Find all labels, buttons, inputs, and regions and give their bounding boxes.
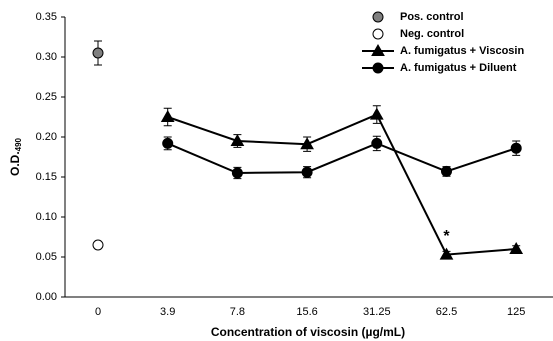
legend-label: Neg. control — [400, 28, 464, 40]
y-tick-label: 0.15 — [36, 171, 57, 183]
x-tick-label: 7.8 — [230, 306, 245, 318]
series-line — [167, 113, 517, 256]
y-tick-label: 0.05 — [36, 251, 57, 263]
x-tick-label: 0 — [95, 306, 101, 318]
data-point — [439, 247, 454, 260]
legend-label: A. fumigatus + Diluent — [400, 62, 517, 74]
data-point — [369, 107, 384, 120]
y-axis-label-main: O.D. — [8, 151, 22, 176]
y-tick-label: 0.30 — [36, 51, 57, 63]
y-tick-label: 0.10 — [36, 211, 57, 223]
data-point — [160, 109, 175, 122]
data-point — [231, 167, 243, 179]
x-tick-label: 31.25 — [363, 306, 391, 318]
legend-marker — [371, 43, 385, 56]
series-line — [167, 142, 517, 175]
x-tick-label: 3.9 — [160, 306, 175, 318]
x-tick-label: 62.5 — [436, 306, 457, 318]
x-axis-label: Concentration of viscosin (µg/mL) — [211, 325, 405, 339]
x-tick-label: 15.6 — [296, 306, 317, 318]
x-tick-label: 125 — [507, 306, 525, 318]
y-tick-label: 0.20 — [36, 131, 57, 143]
legend-label: Pos. control — [400, 11, 464, 23]
data-point — [230, 133, 245, 146]
data-point — [300, 137, 314, 150]
data-point — [371, 137, 383, 149]
y-tick-label: 0.35 — [36, 11, 57, 23]
data-point — [301, 166, 313, 178]
y-axis-label: O.D.490 — [8, 137, 23, 176]
data-point — [92, 239, 104, 251]
legend-label: A. fumigatus + Viscosin — [400, 45, 524, 57]
data-point — [441, 165, 452, 177]
data-point — [92, 47, 104, 59]
legend-marker — [372, 11, 384, 23]
legend-marker — [372, 28, 384, 40]
y-tick-label: 0.25 — [36, 91, 57, 103]
data-point — [510, 142, 522, 154]
annotation: * — [443, 228, 450, 245]
data-point — [162, 137, 174, 149]
data-point — [509, 241, 524, 254]
y-axis-label-subscript: 490 — [14, 137, 23, 151]
legend-marker — [372, 62, 384, 74]
y-tick-label: 0.00 — [36, 291, 57, 303]
